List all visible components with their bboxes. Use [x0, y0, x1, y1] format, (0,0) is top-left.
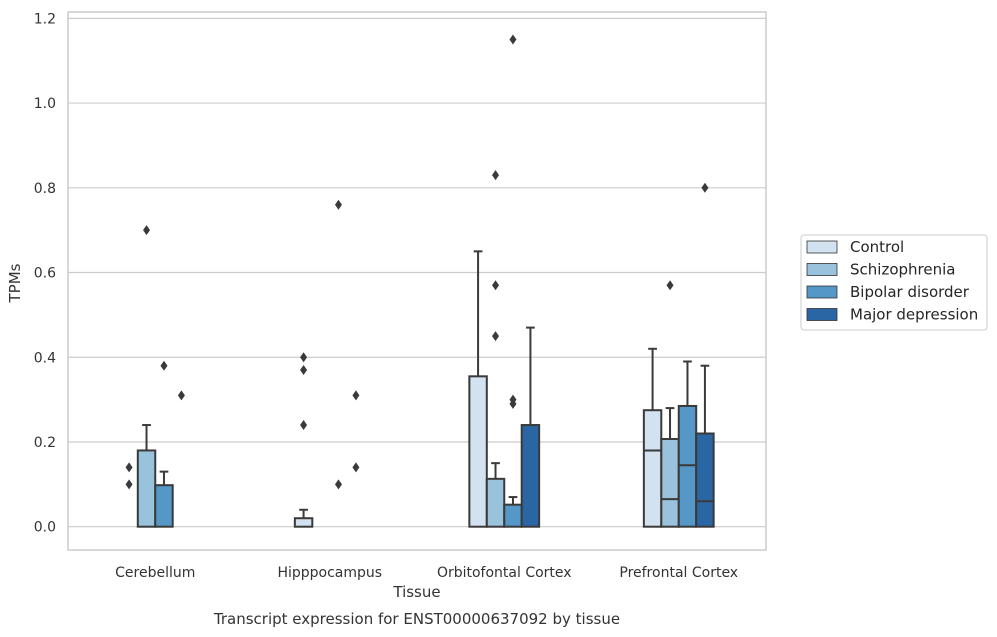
box	[695, 432, 715, 528]
legend: Control Schizophrenia Bipolar disorder Majo…	[800, 234, 988, 331]
outlier-point	[143, 225, 151, 236]
box	[485, 477, 506, 528]
legend-swatch	[806, 285, 838, 299]
box	[520, 424, 541, 528]
legend-swatch	[806, 240, 838, 254]
y-tick-label: 0.6	[34, 266, 56, 282]
outlier-point	[666, 280, 674, 291]
box-group	[503, 34, 523, 528]
outlier-point	[300, 420, 308, 431]
legend-label: Schizophrenia	[850, 261, 955, 279]
grid-layer	[68, 17, 766, 528]
legend-label: Major depression	[850, 306, 978, 324]
outlier-point	[352, 390, 360, 401]
chart-caption: Transcript expression for ENST0000063709…	[213, 610, 620, 628]
box	[660, 438, 680, 528]
x-axis-label: Tissue	[392, 583, 440, 601]
outlier-point	[509, 34, 517, 45]
outlier-point	[492, 331, 500, 342]
outlier-point	[492, 280, 500, 291]
box-group	[334, 199, 342, 490]
box-group	[293, 352, 314, 528]
outlier-point	[300, 352, 308, 363]
outlier-point	[334, 199, 342, 210]
box	[503, 503, 523, 528]
y-tick-label: 0.2	[34, 435, 56, 451]
x-tick-label: Hipppocampus	[277, 565, 382, 581]
legend-swatch	[806, 263, 838, 276]
y-tick-label: 0.0	[34, 520, 56, 536]
legend-label: Control	[850, 238, 904, 256]
box	[642, 409, 663, 528]
y-tick-label: 1.0	[34, 96, 56, 112]
x-tick-labels: Cerebellum Hipppocampus Orbitofontal Corte…	[115, 565, 738, 581]
y-tick-labels: 0.0 0.2 0.4 0.6 0.8 1.0 1.2	[34, 11, 56, 535]
marks-layer	[125, 34, 715, 528]
box-group	[125, 462, 133, 490]
outlier-point	[300, 364, 308, 375]
outlier-point	[352, 462, 360, 473]
box	[136, 449, 157, 528]
legend-swatch	[806, 308, 838, 321]
box	[468, 375, 488, 528]
box-group	[695, 182, 715, 528]
plot-frame	[67, 11, 767, 551]
box-group	[642, 347, 663, 528]
outlier-point	[160, 360, 168, 371]
box-group	[468, 250, 488, 528]
outlier-point	[125, 479, 133, 490]
outlier-point	[125, 462, 133, 473]
box-group	[177, 390, 185, 401]
y-axis-label: TPMs	[6, 263, 24, 303]
legend-frame	[800, 234, 988, 331]
legend-label: Bipolar disorder	[850, 283, 970, 301]
box	[154, 484, 174, 528]
box-group	[154, 360, 174, 528]
outlier-point	[177, 390, 185, 401]
outlier-point	[334, 479, 342, 490]
box-group	[677, 360, 698, 528]
box-group	[485, 170, 506, 528]
box-group	[520, 326, 541, 528]
y-tick-label: 1.2	[34, 11, 56, 27]
outlier-point	[701, 182, 709, 193]
box-group	[136, 225, 157, 528]
x-tick-label: Cerebellum	[115, 565, 195, 581]
box-group	[660, 280, 680, 528]
box	[293, 517, 314, 528]
box	[677, 404, 698, 528]
x-tick-label: Prefrontal Cortex	[619, 565, 738, 581]
y-tick-label: 0.4	[34, 350, 56, 366]
x-tick-label: Orbitofontal Cortex	[437, 565, 572, 581]
outlier-point	[492, 170, 500, 181]
box-group	[352, 390, 360, 473]
outlier-point	[509, 394, 517, 405]
y-tick-label: 0.8	[34, 181, 56, 197]
